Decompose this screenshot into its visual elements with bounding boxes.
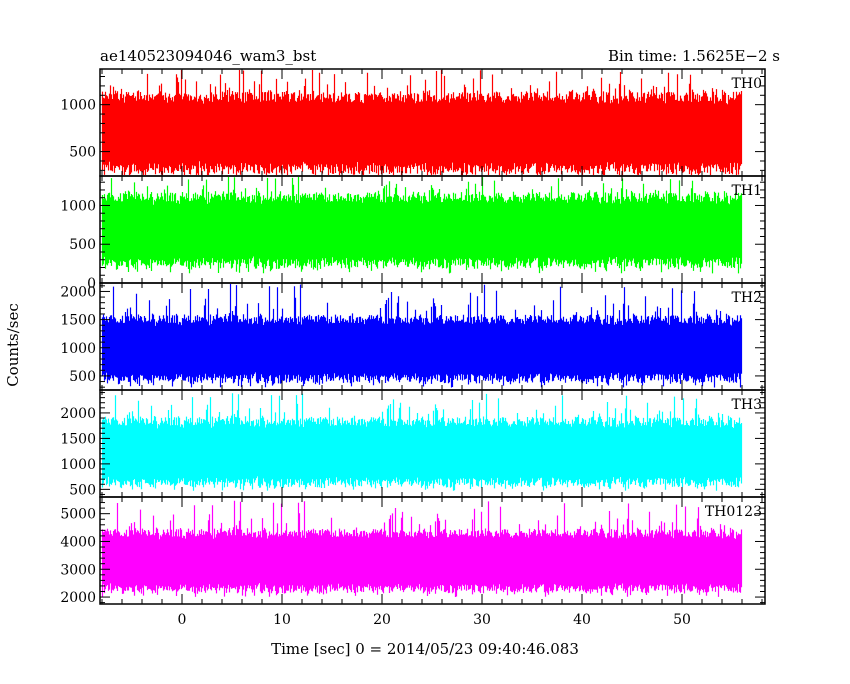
y-tick-label: 4000 xyxy=(60,534,96,550)
y-tick-label: 1000 xyxy=(60,98,96,114)
plot-title: ae140523094046_wam3_bst xyxy=(100,47,316,65)
y-tick-label: 2000 xyxy=(60,284,96,300)
y-tick-label: 1000 xyxy=(60,457,96,473)
y-tick-label: 1000 xyxy=(60,198,96,214)
panel-th0123: 2000 3000 4000 5000 TH0123 xyxy=(60,496,766,606)
x-tick-label: 0 xyxy=(178,612,187,628)
x-tick-label: 40 xyxy=(573,612,591,628)
y-tick-label: 1500 xyxy=(60,431,96,447)
panel-frame xyxy=(99,496,766,605)
panel-th0: 500 1000 TH0 xyxy=(60,68,766,177)
y-tick-label: 2000 xyxy=(60,406,96,422)
y-tick-label: 0 xyxy=(87,276,96,292)
panel-th1: 0 500 1000 TH1 xyxy=(60,175,766,292)
y-tick-label: 500 xyxy=(69,482,96,498)
series-th0123 xyxy=(101,500,743,597)
y-tick-label: 5000 xyxy=(60,507,96,523)
series-th3 xyxy=(101,393,743,491)
bin-time-label: Bin time: 1.5625E−2 s xyxy=(608,47,780,65)
panel-label-th2: TH2 xyxy=(732,290,762,306)
panel-th3: 500 1000 1500 2000 TH3 xyxy=(60,389,766,498)
y-tick-label: 500 xyxy=(69,369,96,385)
y-tick-label: 500 xyxy=(69,237,96,253)
x-tick-label: 50 xyxy=(673,612,691,628)
series-th2 xyxy=(101,284,743,388)
y-tick-label: 1000 xyxy=(60,341,96,357)
panel-th2: 500 1000 1500 2000 TH2 xyxy=(60,282,766,391)
panel-label-th0123: TH0123 xyxy=(705,504,762,520)
panel-label-th0: TH0 xyxy=(732,76,762,92)
series-th0 xyxy=(101,70,743,175)
series-th1 xyxy=(101,177,743,274)
panel-label-th1: TH1 xyxy=(732,183,762,199)
x-tick-label: 20 xyxy=(373,612,391,628)
panel-label-th3: TH3 xyxy=(732,397,762,413)
x-tick-label: 30 xyxy=(473,612,491,628)
y-tick-label: 3000 xyxy=(60,562,96,578)
y-tick-label: 500 xyxy=(69,145,96,161)
y-tick-label: 1500 xyxy=(60,313,96,329)
y-axis-label: Counts/sec xyxy=(4,303,22,387)
x-tick-label: 10 xyxy=(273,612,291,628)
x-axis-label: Time [sec] 0 = 2014/05/23 09:40:46.083 xyxy=(271,640,579,658)
y-tick-label: 2000 xyxy=(60,590,96,606)
